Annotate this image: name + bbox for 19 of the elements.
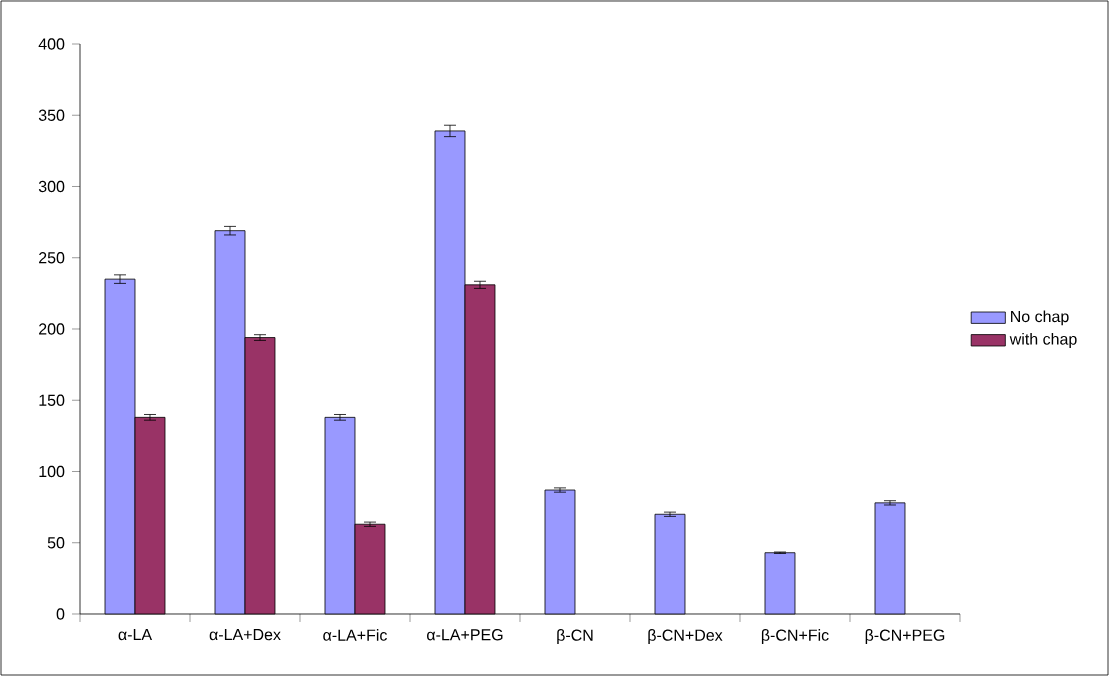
x-tick-label: α-LA+Dex — [209, 629, 281, 641]
legend-label: No chap — [1011, 310, 1069, 326]
y-tick-label: 50 — [47, 537, 65, 549]
y-tick-label: 200 — [39, 323, 65, 335]
x-tick-label: α-LA+PEG — [427, 629, 503, 641]
x-tick-label: β-CN+PEG — [865, 629, 945, 644]
y-tick-label: 300 — [38, 180, 65, 193]
x-tick-label: α-LA — [118, 629, 153, 641]
x-tick-label: α-LA+Fic — [323, 629, 387, 641]
y-tick-label: 250 — [39, 252, 65, 264]
y-tick-label: 150 — [39, 394, 65, 406]
legend-label: with chap — [1009, 332, 1077, 348]
x-tick-label: β-CN+Dex — [648, 629, 723, 644]
x-tick-label: β-CN+Fic — [761, 629, 829, 644]
y-tick-label: 100 — [39, 465, 65, 478]
y-tick-label: 400 — [38, 38, 65, 50]
x-tick-label: β-CN — [557, 629, 593, 644]
y-tick-label: 350 — [38, 109, 65, 121]
y-tick-label: 0 — [56, 608, 65, 620]
